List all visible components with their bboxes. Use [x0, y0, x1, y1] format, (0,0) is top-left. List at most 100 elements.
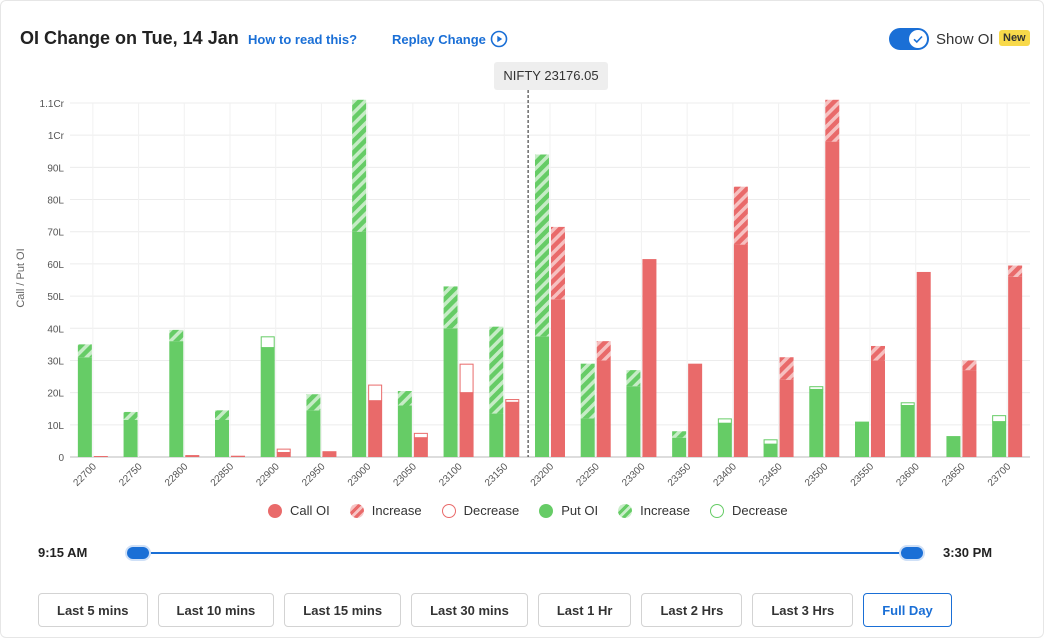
y-axis-label: Call / Put OI — [15, 248, 27, 307]
oi-increase-bar — [77, 344, 92, 358]
oi-increase-bar — [672, 431, 687, 438]
legend-label: Put OI — [561, 503, 599, 518]
range-button-last-3-hrs[interactable]: Last 3 Hrs — [752, 593, 854, 627]
oi-base-bar — [551, 299, 565, 457]
oi-base-bar — [642, 259, 657, 457]
range-button-last-30-mins[interactable]: Last 30 mins — [411, 593, 528, 627]
call-increase-swatch — [349, 503, 364, 518]
oi-base-bar — [489, 413, 504, 457]
oi-increase-bar — [443, 286, 458, 329]
how-to-read-link[interactable]: How to read this? — [248, 32, 358, 47]
show-oi-toggle[interactable] — [889, 28, 929, 50]
oi-increase-bar — [489, 326, 504, 414]
oi-base-bar — [505, 402, 520, 457]
oi-base-bar — [93, 456, 108, 457]
x-tick-label: 22850 — [209, 461, 237, 489]
oi-base-bar — [1008, 276, 1023, 457]
oi-base-bar — [962, 370, 977, 457]
oi-base-bar — [992, 421, 1007, 457]
show-oi-label: Show OI — [936, 31, 994, 48]
oi-increase-bar — [215, 410, 229, 420]
x-tick-label: 22950 — [300, 461, 328, 489]
range-button-last-1-hr[interactable]: Last 1 Hr — [537, 593, 632, 627]
range-button-last-10-mins[interactable]: Last 10 mins — [157, 593, 275, 627]
legend-put-oi[interactable]: Put OI — [539, 503, 598, 518]
oi-decrease-bar — [368, 384, 383, 402]
oi-base-bar — [306, 410, 321, 457]
oi-decrease-bar — [459, 363, 474, 394]
x-tick-label: 22900 — [254, 461, 282, 489]
slider-end-handle[interactable] — [899, 545, 925, 561]
time-range-buttons: Last 5 mins Last 10 mins Last 15 mins La… — [38, 593, 962, 627]
call-oi-swatch — [268, 503, 282, 518]
x-tick-label: 23500 — [803, 461, 831, 489]
oi-base-bar — [260, 347, 275, 457]
x-tick-label: 23700 — [986, 461, 1014, 489]
oi-base-bar — [717, 423, 732, 457]
y-tick-label: 1.1Cr — [40, 99, 65, 110]
oi-increase-bar — [123, 411, 138, 420]
oi-base-bar — [535, 336, 549, 457]
y-tick-label: 60L — [47, 260, 64, 271]
oi-base-bar — [231, 455, 245, 457]
legend-put-decrease[interactable]: Decrease — [709, 503, 788, 518]
oi-base-bar — [825, 141, 840, 458]
oi-base-bar — [855, 421, 869, 457]
oi-base-bar — [916, 271, 931, 457]
oi-base-bar — [596, 360, 611, 457]
oi-base-bar — [123, 419, 138, 457]
spot-price-tooltip: NIFTY 23176.05 — [494, 62, 608, 90]
oi-decrease-bar — [505, 399, 520, 403]
x-tick-label: 23400 — [712, 461, 740, 489]
range-button-full-day[interactable]: Full Day — [863, 593, 952, 627]
oi-increase-bar — [551, 226, 565, 300]
range-button-last-2-hrs[interactable]: Last 2 Hrs — [641, 593, 743, 627]
oi-base-bar — [763, 444, 778, 457]
oi-base-bar — [672, 437, 687, 457]
x-tick-label: 23150 — [483, 461, 511, 489]
chart-legend: Call OI Increase Decrease Put OI Increas… — [268, 503, 808, 518]
time-range-slider-track[interactable] — [138, 552, 912, 554]
oi-increase-bar — [397, 391, 412, 406]
oi-decrease-bar — [717, 418, 732, 424]
oi-increase-bar — [169, 329, 184, 342]
legend-call-decrease[interactable]: Decrease — [441, 503, 520, 518]
oi-increase-bar — [779, 357, 794, 380]
x-tick-label: 23100 — [437, 461, 465, 489]
legend-call-oi[interactable]: Call OI — [268, 503, 330, 518]
oi-base-bar — [169, 341, 184, 457]
oi-increase-bar — [1008, 265, 1023, 277]
legend-label: Decrease — [731, 503, 788, 518]
y-tick-label: 90L — [47, 163, 64, 174]
y-tick-label: 0 — [58, 453, 64, 464]
x-tick-label: 23050 — [392, 461, 420, 489]
legend-call-increase[interactable]: Increase — [349, 503, 422, 518]
y-tick-label: 10L — [47, 421, 64, 432]
legend-label: Increase — [371, 503, 422, 518]
play-circle-icon[interactable] — [490, 30, 508, 48]
oi-base-bar — [733, 244, 748, 457]
range-button-last-15-mins[interactable]: Last 15 mins — [284, 593, 402, 627]
oi-base-bar — [368, 400, 383, 457]
start-time-label: 9:15 AM — [38, 545, 88, 560]
slider-start-handle[interactable] — [125, 545, 151, 561]
range-button-last-5-mins[interactable]: Last 5 mins — [38, 593, 148, 627]
oi-base-bar — [946, 436, 961, 457]
x-tick-label: 23000 — [346, 461, 374, 489]
oi-increase-bar — [962, 360, 977, 371]
call-decrease-swatch — [441, 503, 456, 518]
oi-base-bar — [626, 386, 641, 457]
replay-change-link[interactable]: Replay Change — [392, 32, 486, 47]
oi-decrease-bar — [276, 448, 291, 453]
legend-put-increase[interactable]: Increase — [618, 503, 690, 518]
y-tick-label: 20L — [47, 389, 64, 400]
new-badge: New — [999, 30, 1030, 46]
oi-base-bar — [809, 389, 824, 457]
oi-decrease-bar — [763, 439, 778, 445]
x-tick-label: 23600 — [894, 461, 922, 489]
legend-label: Decrease — [463, 503, 520, 518]
oi-decrease-bar — [992, 415, 1007, 423]
oi-chart: 22700 22750 22800 22850 22900 22950 23000 23050… — [15, 90, 1030, 489]
y-tick-label: 40L — [47, 324, 64, 335]
oi-base-bar — [779, 379, 794, 457]
